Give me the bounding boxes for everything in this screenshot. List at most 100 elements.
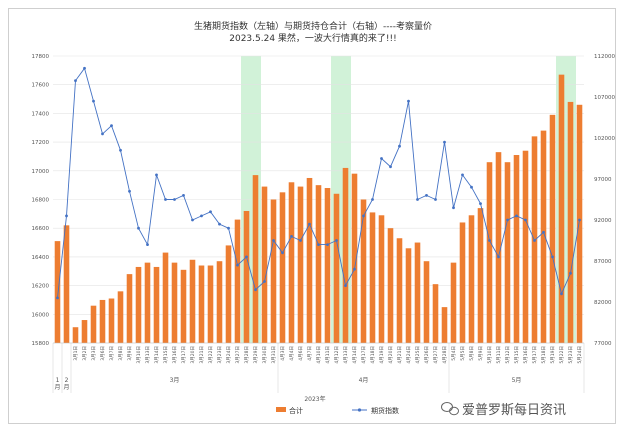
index-point <box>533 239 536 242</box>
index-point <box>497 255 500 259</box>
x-group-label: 2 <box>65 377 69 384</box>
bar <box>180 269 187 343</box>
index-point <box>389 165 392 169</box>
x-tick-label: 4月26日 <box>424 346 430 364</box>
bar <box>234 219 241 343</box>
x-tick-label: 4月4日 <box>289 346 295 361</box>
legend-swatch-marker <box>357 408 362 412</box>
index-point <box>425 194 428 197</box>
bar <box>126 274 133 343</box>
x-tick-label: 3月14日 <box>154 346 160 364</box>
bar <box>162 252 169 343</box>
x-tick-label: 3月9日 <box>127 346 133 361</box>
left-tick-label: 17800 <box>32 54 50 60</box>
bar <box>81 320 88 343</box>
bar <box>396 238 403 343</box>
chart-frame: 生猪期货指数（左轴）与期货持仓合计（右轴）----考察量价 2023.5.24 … <box>8 8 616 424</box>
index-point <box>344 284 347 287</box>
left-tick-label: 16200 <box>32 284 50 290</box>
bar <box>207 265 214 343</box>
left-axis: 15800 16000 16200 16400 16600 16800 17000 17200… <box>32 54 50 347</box>
bar <box>243 210 250 343</box>
left-tick-label: 15800 <box>32 341 50 347</box>
chart-svg: 生猪期货指数（左轴）与期货持仓合计（右轴）----考察量价 2023.5.24 … <box>32 20 616 418</box>
bar <box>522 150 529 343</box>
bar <box>495 152 502 343</box>
bar <box>387 228 394 343</box>
x-axis: 3月1日 3月2日 3月3日 3月6日 3月7日 3月8日 3月9日 3月10日 3月13日 3月… <box>52 342 585 393</box>
right-tick-label: 82000 <box>594 300 612 306</box>
index-point <box>119 148 122 152</box>
index-point <box>506 218 509 222</box>
index-point <box>146 243 149 247</box>
index-point <box>524 218 527 222</box>
index-point <box>272 239 275 242</box>
x-tick-label: 5月18日 <box>541 346 547 364</box>
x-tick-label: 4月20日 <box>388 346 394 364</box>
left-tick-label: 16000 <box>32 312 50 318</box>
x-tick-label: 5月11日 <box>496 346 502 364</box>
index-point <box>299 239 302 242</box>
x-tick-label: 4月14日 <box>352 346 358 364</box>
index-point <box>227 226 230 230</box>
index-point <box>470 185 473 189</box>
x-tick-label: 5月22日 <box>559 346 565 364</box>
index-point <box>326 243 329 247</box>
index-point <box>137 226 140 230</box>
index-point <box>281 251 284 255</box>
watermark: 爱普罗斯每日资讯 <box>441 402 566 418</box>
bar <box>459 222 466 343</box>
x-group-label: 5月 <box>512 377 522 384</box>
index-point <box>569 271 572 275</box>
right-tick-label: 87000 <box>594 259 612 265</box>
index-point <box>254 288 257 292</box>
x-tick-label: 4月11日 <box>325 346 331 364</box>
x-group-label: 月 <box>63 384 69 391</box>
index-point <box>74 79 77 82</box>
bar <box>270 199 277 343</box>
x-tick-label: 3月29日 <box>253 346 259 364</box>
bar <box>486 162 493 343</box>
left-tick-label: 16600 <box>32 226 50 232</box>
x-tick-label: 4月21日 <box>397 346 403 364</box>
left-tick-label: 17400 <box>32 111 50 117</box>
legend-label-bar: 合计 <box>289 406 303 415</box>
bar <box>63 225 70 343</box>
bar <box>414 242 421 343</box>
x-group-label: 4月 <box>359 377 369 384</box>
right-tick-label: 102000 <box>594 136 615 142</box>
bar <box>189 259 196 343</box>
index-point <box>92 99 95 103</box>
chart-subtitle: 2023.5.24 果然，一波大行情真的来了!!! <box>229 32 397 44</box>
x-tick-label: 5月24日 <box>577 346 583 364</box>
right-tick-label: 107000 <box>594 95 615 101</box>
legend-label-line: 期货指数 <box>371 406 399 415</box>
bar <box>306 177 313 343</box>
x-tick-label: 4月7日 <box>307 346 313 361</box>
index-point <box>236 263 239 267</box>
x-tick-label: 3月27日 <box>235 346 241 364</box>
index-point <box>173 198 176 201</box>
bar <box>261 186 268 343</box>
left-tick-label: 17000 <box>32 169 50 175</box>
index-point <box>479 202 482 206</box>
x-tick-label: 3月1日 <box>73 346 79 361</box>
index-point <box>128 189 131 193</box>
x-tick-label: 3月24日 <box>226 346 232 364</box>
index-point <box>452 206 455 210</box>
index-point <box>317 243 320 247</box>
bar <box>324 188 331 343</box>
x-tick-label: 5月9日 <box>478 346 484 361</box>
x-tick-label: 4月19日 <box>379 346 385 364</box>
left-tick-label: 16400 <box>32 255 50 261</box>
left-tick-label: 16800 <box>32 198 50 204</box>
x-tick-label: 4月13日 <box>343 346 349 364</box>
bar <box>468 215 475 343</box>
bar <box>477 208 484 343</box>
bar <box>54 241 61 343</box>
x-tick-label: 5月10日 <box>487 346 493 364</box>
index-point <box>380 157 383 160</box>
bar <box>567 101 574 343</box>
x-tick-label: 5月12日 <box>505 346 511 364</box>
x-tick-label: 3月31日 <box>271 346 277 364</box>
